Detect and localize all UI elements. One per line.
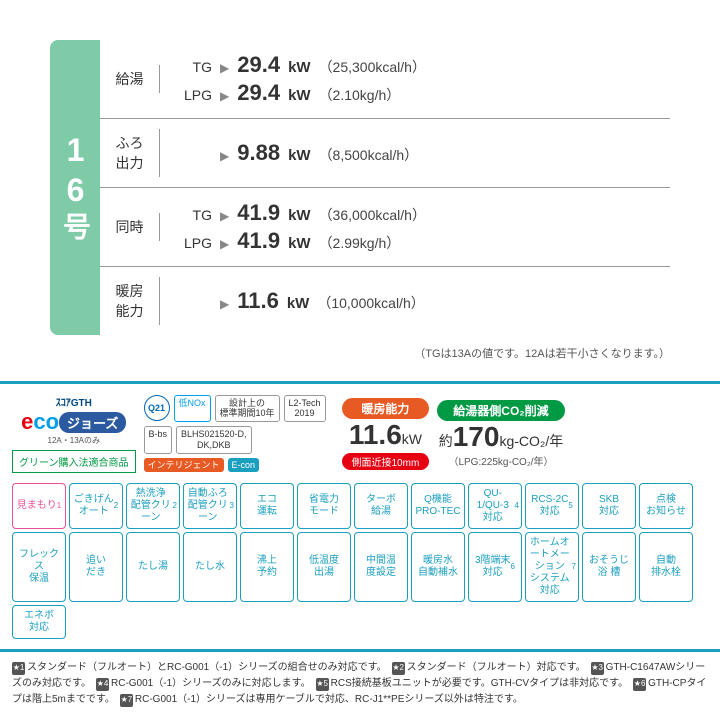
model-tag: 16号 [50,40,100,335]
spec-row: 給湯TG▶29.4kW（25,300kcal/h）LPG▶29.4kW（2.10… [100,40,670,119]
feature-badge: 沸上予約 [240,532,294,602]
feature-badge: 見まもり1 [12,483,66,529]
feature-badge: エコ運転 [240,483,294,529]
cert-badge: E-con [228,458,260,473]
feature-badge: 点検お知らせ [639,483,693,529]
feature-badge: たし水 [183,532,237,602]
spec-row: 同時TG▶41.9kW（36,000kcal/h）LPG▶41.9kW（2.99… [100,188,670,267]
feature-badge: エネボ対応 [12,605,66,639]
feature-badge: QU-1/QU-3対応4 [468,483,522,529]
cert-badge: 設計上の標準期間10年 [215,395,280,423]
spec-table: 16号 給湯TG▶29.4kW（25,300kcal/h）LPG▶29.4kW（… [50,40,670,335]
feature-badge: RCS-2C対応5 [525,483,579,529]
feature-badge: Q機能PRO-TEC [411,483,465,529]
spec-note: （TGは13Aの値です。12Aは若干小さくなります。） [50,345,670,361]
spec-row: 暖房能力▶11.6kW（10,000kcal/h） [100,267,670,335]
footnotes: ★1スタンダード（フルオート）とRC-G001（-1）シリーズの組合せのみ対応で… [0,652,720,716]
cert-badge: Q21 [144,395,170,421]
feature-badge: 自動ふろ配管クリーン3 [183,483,237,529]
feature-badge: 低温度出湯 [297,532,351,602]
feature-badge: フレックス保温 [12,532,66,602]
cert-badge: 低NOx [174,395,211,423]
cert-badge: BLHS021520-D,DK,DKB [176,426,252,454]
features-grid: 見まもり1ごきげんオート2熱洗浄配管クリーン2自動ふろ配管クリーン3エコ運転省電… [12,483,708,639]
feature-badge: 暖房水自動補水 [411,532,465,602]
feature-badge: ごきげんオート2 [69,483,123,529]
co2-stat: 給湯器側CO₂削減 約170kg-CO₂/年 （LPG:225kg-CO₂/年） [437,400,564,468]
feature-badge: 自動排水栓 [639,532,693,602]
spec-row: ふろ出力▶9.88kW（8,500kcal/h） [100,119,670,188]
cert-badge: B-bs [144,426,173,454]
model-number: 16 [57,132,94,212]
spec-rows: 給湯TG▶29.4kW（25,300kcal/h）LPG▶29.4kW（2.10… [100,40,670,335]
feature-badge: 省電力モード [297,483,351,529]
eco-logo-block: ｽｺｱGTH ecoジョーズ 12A・13Aのみ グリーン購入法適合商品 [12,394,136,473]
feature-badge: 3階端末対応6 [468,532,522,602]
feature-badge: 追いだき [69,532,123,602]
badges-section: ｽｺｱGTH ecoジョーズ 12A・13Aのみ グリーン購入法適合商品 Q21… [0,384,720,649]
feature-badge: SKB対応 [582,483,636,529]
cert-badge: L2-Tech2019 [284,395,326,423]
cert-badge: インテリジェント [144,458,224,473]
feature-badge: たし湯 [126,532,180,602]
feature-badge: おそうじ浴 槽 [582,532,636,602]
feature-badge: 中間温度設定 [354,532,408,602]
model-suffix: 号 [55,212,95,244]
top-row: ｽｺｱGTH ecoジョーズ 12A・13Aのみ グリーン購入法適合商品 Q21… [12,394,708,473]
heating-stat: 暖房能力 11.6kW 側面近接10mm [342,398,430,470]
green-badge: グリーン購入法適合商品 [12,450,136,473]
cert-badges: Q21低NOx設計上の標準期間10年L2-Tech2019 B-bsBLHS021… [144,395,334,473]
feature-badge: ターボ給湯 [354,483,408,529]
feature-badge: ホームオートメーションシステム対応7 [525,532,579,602]
feature-badge: 熱洗浄配管クリーン2 [126,483,180,529]
